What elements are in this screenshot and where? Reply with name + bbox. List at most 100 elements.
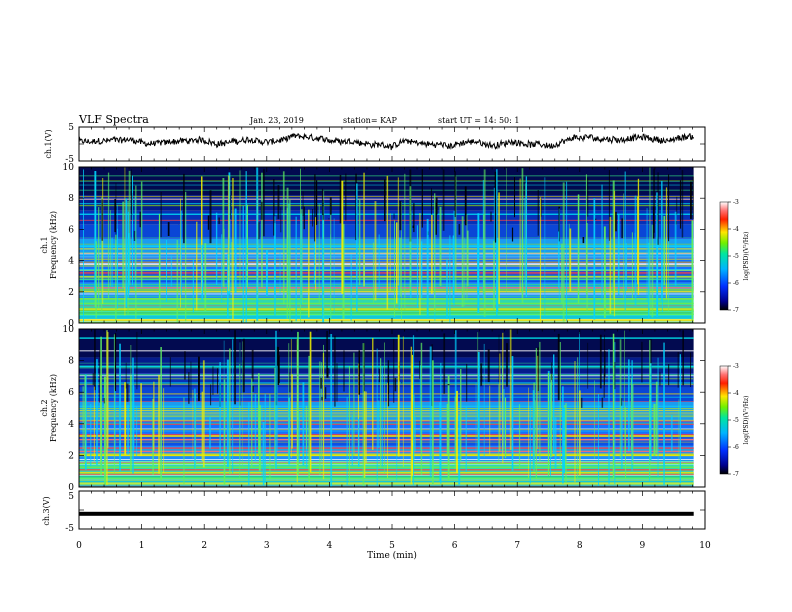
spectrogram-line: [79, 310, 694, 312]
spectrogram-burst: [657, 172, 659, 245]
spectrogram-burst: [113, 334, 115, 473]
spectrogram-burst: [691, 220, 694, 321]
spectrogram-burst: [483, 343, 485, 458]
spectrogram-burst: [324, 387, 327, 399]
ch1-colorbar-label: log(PSD)(V²/Hz): [743, 232, 750, 281]
spectrogram-burst: [674, 211, 677, 286]
y-tick-label: 6: [68, 388, 74, 398]
spectrogram-burst: [464, 237, 466, 306]
spectrogram-burst: [559, 342, 561, 467]
spectrogram-burst: [617, 213, 620, 295]
spectrogram-burst: [502, 332, 504, 464]
x-tick-label: 2: [201, 541, 207, 551]
spectrogram-burst: [125, 198, 128, 308]
spectrogram-burst: [420, 342, 423, 475]
spectrogram-burst: [261, 405, 263, 477]
ch1-ytick-5: 5: [68, 123, 74, 133]
spectrogram-line: [79, 435, 694, 437]
spectrogram-burst: [114, 389, 116, 452]
spectrogram-line: [79, 482, 694, 484]
spectrogram-line: [79, 184, 694, 186]
colorbar-tick-label: -5: [733, 417, 739, 424]
spectrogram-burst: [136, 406, 138, 457]
spectrogram-burst: [258, 405, 261, 471]
spectrogram-line: [79, 350, 694, 352]
spectrogram-burst: [277, 346, 280, 385]
spectrogram-burst: [358, 350, 360, 395]
spectrogram-burst: [396, 222, 398, 304]
spectrogram-line: [79, 462, 694, 463]
spectrogram-line: [79, 298, 694, 300]
spectrogram-burst: [579, 390, 581, 476]
spectrogram-burst: [558, 231, 560, 288]
spectrogram-burst: [435, 197, 438, 215]
spectrogram-line: [79, 377, 694, 380]
spectrogram-burst: [159, 244, 161, 313]
spectrogram-burst: [458, 224, 461, 235]
spectrogram-burst: [387, 360, 390, 407]
spectrogram-burst: [84, 375, 86, 464]
spectrogram-burst: [401, 201, 402, 320]
spectrogram-burst: [302, 191, 304, 216]
spectrogram-burst: [619, 339, 622, 459]
spectrogram-burst: [180, 210, 182, 295]
spectrogram-burst: [646, 208, 648, 303]
spectrogram-burst: [326, 330, 328, 378]
ch1-ytick-neg5: -5: [65, 155, 74, 165]
spectrogram-burst: [170, 255, 173, 287]
spectrogram-burst: [234, 330, 236, 405]
spectrogram-burst: [524, 198, 525, 284]
ch1-spectrogram-ticks: [78, 166, 706, 324]
spectrogram-line: [79, 175, 694, 177]
spectrogram-burst: [132, 175, 133, 286]
spectrogram-line: [79, 263, 694, 265]
spectrogram-burst: [625, 407, 626, 479]
spectrogram-line: [79, 287, 694, 289]
y-tick-label: 8: [68, 194, 74, 204]
spectrogram-burst: [503, 388, 505, 449]
spectrogram-burst: [612, 333, 615, 479]
ch2-spectrogram-ticks: [78, 328, 706, 488]
spectrogram-burst: [260, 201, 263, 220]
spectrogram-line: [79, 273, 694, 275]
spectrogram-burst: [447, 384, 450, 386]
spectrogram-burst: [107, 332, 109, 449]
spectrogram-burst: [94, 329, 96, 391]
spectrogram-burst: [464, 186, 467, 226]
spectrogram-burst: [289, 372, 291, 393]
spectrogram-burst: [312, 209, 314, 227]
spectrogram-burst: [582, 237, 585, 244]
ch3-ytick-5: 5: [68, 492, 74, 502]
spectrogram-burst: [493, 240, 495, 311]
spectrogram-burst: [394, 220, 395, 317]
spectrogram-burst: [595, 218, 597, 220]
spectrogram-burst: [615, 211, 617, 232]
spectrogram-burst: [665, 187, 668, 299]
x-tick-label: 5: [389, 541, 395, 551]
spectrogram-line: [79, 378, 694, 380]
spectrogram-line: [79, 189, 694, 191]
spectrogram-line: [79, 196, 694, 198]
spectrogram-burst: [661, 250, 663, 312]
spectrogram-burst: [132, 357, 134, 474]
spectrogram-burst: [690, 181, 692, 219]
spectrogram-burst: [554, 417, 557, 469]
y-tick-label: 6: [68, 225, 74, 235]
spectrogram-burst: [309, 331, 312, 473]
spectrogram-burst: [521, 168, 524, 304]
spectrogram-line: [79, 264, 694, 266]
spectrogram-line: [79, 485, 694, 487]
spectrogram-burst: [561, 243, 563, 304]
spectrogram-line: [79, 305, 694, 307]
spectrogram-line: [79, 252, 694, 254]
spectrogram-burst: [679, 180, 682, 229]
spectrogram-burst: [551, 362, 553, 380]
spectrogram-burst: [188, 372, 190, 404]
spectrogram-burst: [128, 170, 131, 286]
spectrogram-line: [79, 434, 694, 435]
colorbar-tick-label: -7: [733, 307, 739, 314]
spectrogram-line: [79, 181, 694, 182]
figure-title: VLF Spectra: [78, 113, 149, 126]
spectrogram-burst: [207, 215, 210, 230]
spectrogram-burst: [649, 340, 651, 477]
